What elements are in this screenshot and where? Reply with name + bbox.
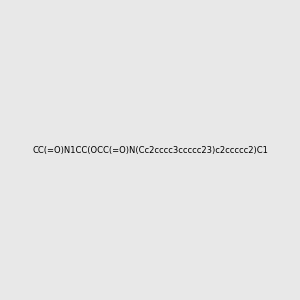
Text: CC(=O)N1CC(OCC(=O)N(Cc2cccc3ccccc23)c2ccccc2)C1: CC(=O)N1CC(OCC(=O)N(Cc2cccc3ccccc23)c2cc… <box>32 146 268 154</box>
